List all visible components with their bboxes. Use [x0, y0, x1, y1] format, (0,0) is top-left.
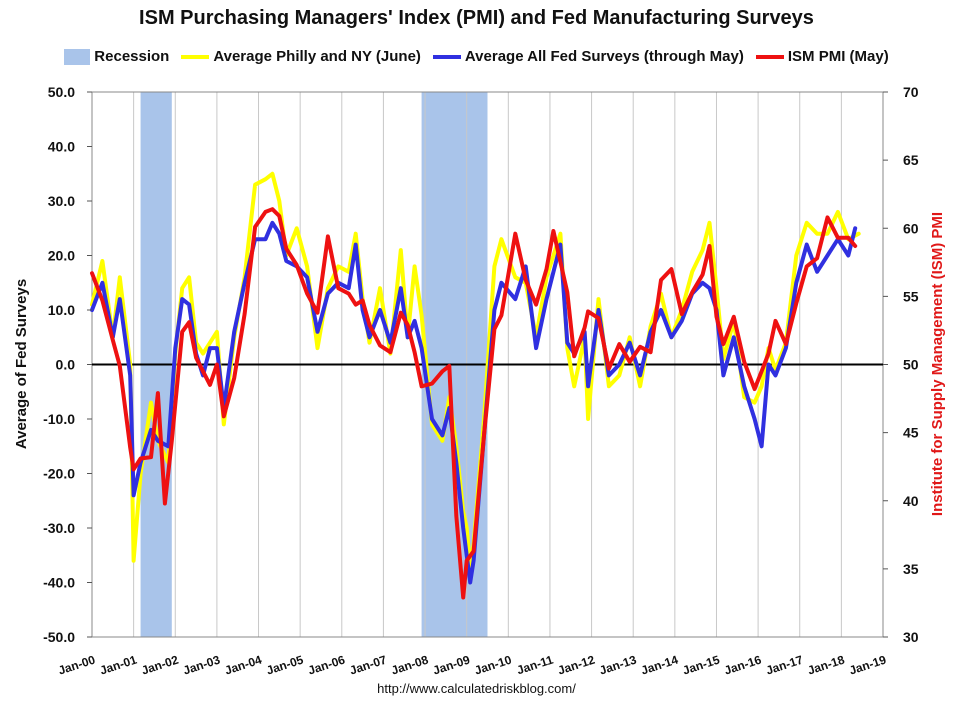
- source-url: http://www.calculatedriskblog.com/: [377, 681, 576, 696]
- legend-swatch-all-fed: [432, 54, 461, 59]
- y-tick-label-right: 55: [903, 288, 919, 304]
- left-axis-ticks: 50.0 40.0 30.0 20.0 10.0 0.0 -10.0 -20.0 -30.0 -4…: [43, 84, 92, 645]
- legend-item-ism: ISM PMI (May): [755, 48, 889, 65]
- legend-label-recession: Recession: [94, 48, 170, 65]
- y-axis-label-right: Institute for Supply Management (ISM) PM…: [929, 212, 946, 516]
- x-tick-label: Jan-07: [348, 652, 389, 677]
- x-tick-label: Jan-14: [639, 652, 680, 677]
- y-tick-label-left: 30.0: [48, 193, 75, 209]
- x-tick-label: Jan-04: [223, 652, 264, 677]
- x-tick-label: Jan-05: [265, 652, 306, 677]
- legend-item-recession: Recession: [64, 48, 169, 65]
- legend-label-philly-ny: Average Philly and NY (June): [213, 48, 421, 65]
- x-tick-label: Jan-08: [389, 652, 430, 677]
- x-tick-label: Jan-01: [98, 652, 139, 677]
- legend: Recession Average Philly and NY (June) A…: [0, 48, 953, 65]
- y-tick-label-left: -50.0: [43, 629, 75, 645]
- x-tick-label: Jan-18: [806, 652, 847, 677]
- y-tick-label-left: 50.0: [48, 84, 75, 100]
- x-tick-label: Jan-10: [473, 652, 514, 677]
- series-lines: [90, 171, 861, 600]
- y-tick-label-left: -10.0: [43, 411, 75, 427]
- y-tick-label-right: 70: [903, 84, 919, 100]
- x-axis-ticks: Jan-00 Jan-01 Jan-02 Jan-03 Jan-04 Jan-05 Jan-…: [56, 652, 888, 677]
- y-tick-label-right: 45: [903, 425, 919, 441]
- y-tick-label-left: -40.0: [43, 575, 75, 591]
- y-tick-label-left: -20.0: [43, 466, 75, 482]
- legend-label-ism: ISM PMI (May): [787, 48, 889, 65]
- x-tick-label: Jan-09: [431, 652, 472, 677]
- x-tick-label: Jan-00: [56, 652, 97, 677]
- chart-title: ISM Purchasing Managers' Index (PMI) and…: [139, 7, 814, 29]
- y-tick-label-left: 40.0: [48, 139, 75, 155]
- legend-swatch-philly-ny: [181, 54, 210, 59]
- x-tick-label: Jan-17: [764, 652, 805, 677]
- y-tick-label-left: -30.0: [43, 520, 75, 536]
- x-tick-label: Jan-15: [681, 652, 722, 677]
- y-tick-label-left: 20.0: [48, 248, 75, 264]
- y-tick-label-right: 40: [903, 493, 919, 509]
- legend-item-all-fed: Average All Fed Surveys (through May): [432, 48, 744, 65]
- x-tick-label: Jan-16: [723, 652, 764, 677]
- y-tick-label-right: 35: [903, 561, 919, 577]
- series-line-ism: [90, 207, 858, 600]
- right-axis-ticks: 70 65 60 55 50 45 40 35 30: [883, 84, 919, 645]
- x-tick-label: Jan-02: [140, 652, 181, 677]
- y-tick-label-right: 50: [903, 357, 919, 373]
- x-tick-label: Jan-13: [598, 652, 639, 677]
- y-tick-label-right: 60: [903, 220, 919, 236]
- y-tick-label-left: 0.0: [56, 357, 76, 373]
- x-tick-label: Jan-03: [181, 652, 222, 677]
- y-axis-label-left: Average of Fed Surveys: [13, 279, 30, 449]
- legend-swatch-ism: [755, 54, 784, 59]
- x-tick-label: Jan-19: [847, 652, 888, 677]
- y-tick-label-right: 30: [903, 629, 919, 645]
- legend-item-philly-ny: Average Philly and NY (June): [181, 48, 421, 65]
- x-tick-label: Jan-11: [515, 652, 555, 677]
- x-tick-label: Jan-06: [306, 652, 347, 677]
- legend-label-all-fed: Average All Fed Surveys (through May): [464, 48, 744, 65]
- series-line-all-fed: [90, 220, 858, 585]
- legend-swatch-recession: [64, 48, 91, 65]
- y-tick-label-left: 10.0: [48, 302, 75, 318]
- y-tick-label-right: 65: [903, 152, 919, 168]
- x-tick-label: Jan-12: [556, 652, 597, 677]
